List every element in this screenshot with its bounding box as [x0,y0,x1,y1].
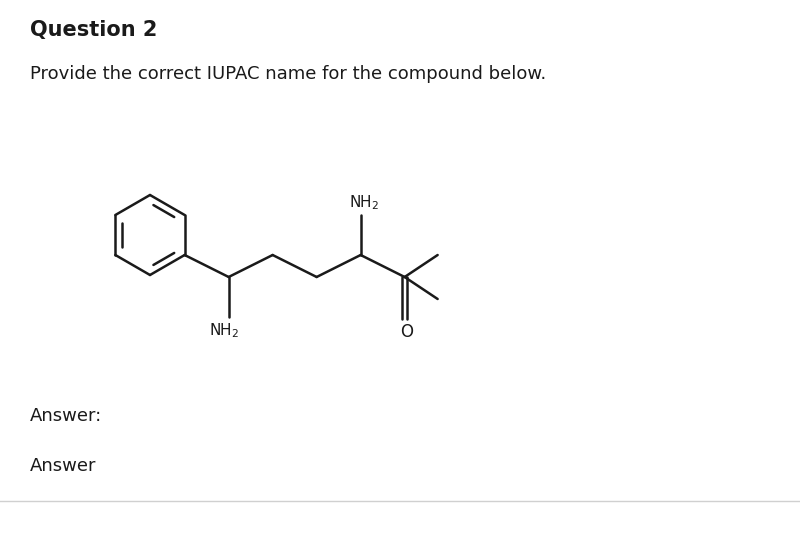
Text: Answer: Answer [30,457,97,475]
Text: NH$_2$: NH$_2$ [209,321,239,340]
Text: Provide the correct IUPAC name for the compound below.: Provide the correct IUPAC name for the c… [30,65,546,83]
Text: Question 2: Question 2 [30,20,158,40]
Text: NH$_2$: NH$_2$ [349,193,379,212]
Text: Answer:: Answer: [30,407,102,425]
Text: O: O [400,323,413,341]
